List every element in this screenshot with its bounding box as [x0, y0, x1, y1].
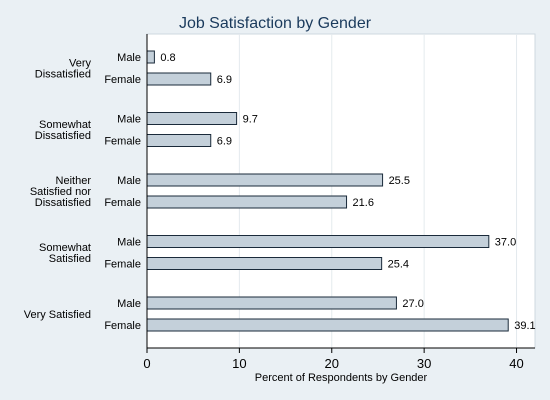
- x-tick-label: 10: [232, 356, 246, 371]
- bar: [146, 296, 397, 310]
- value-label: 21.6: [353, 197, 374, 209]
- x-axis: 0 10 20 30 40: [143, 34, 535, 371]
- value-label: 37.0: [495, 237, 516, 249]
- group-label: Very Satisfied: [24, 309, 91, 321]
- group-label: Very: [69, 58, 92, 70]
- value-label: 9.7: [243, 114, 258, 126]
- value-label: 0.8: [160, 52, 175, 64]
- bar-category-label: Male: [117, 298, 141, 310]
- group-label: Dissatisfied: [35, 197, 91, 209]
- group-label: Satisfied nor: [30, 186, 91, 198]
- group-label: Somewhat: [39, 119, 91, 131]
- bar: [146, 235, 490, 248]
- value-label: 6.9: [217, 136, 232, 148]
- group-label: Dissatisfied: [35, 69, 91, 81]
- value-label: 25.5: [389, 175, 410, 187]
- group-label: Neither: [56, 175, 92, 187]
- bar: [146, 134, 212, 147]
- bar: [146, 112, 238, 125]
- bars: [146, 50, 509, 332]
- plot-area: [146, 33, 536, 349]
- bar-category-label: Female: [104, 136, 141, 148]
- group-label: Somewhat: [39, 242, 91, 254]
- x-tick-label: 30: [417, 356, 431, 371]
- bar: [146, 195, 348, 209]
- bar-category-label: Female: [104, 74, 141, 86]
- bar: [146, 257, 383, 270]
- group-label: Satisfied: [49, 253, 91, 265]
- x-tick-label: 40: [509, 356, 523, 371]
- value-labels: 0.8 6.9 9.7 6.9 25.5 21.6 37.0 25.4 27.0 39.1: [160, 52, 535, 332]
- bar: [146, 50, 155, 64]
- bar-category-label: Male: [117, 114, 141, 126]
- bar-category-label: Male: [117, 175, 141, 187]
- bar: [146, 72, 212, 86]
- chart-title: Job Satisfaction by Gender: [179, 15, 372, 32]
- group-labels: VeryDissatisfiedSomewhatDissatisfiedNeit…: [24, 58, 92, 322]
- bar-category-labels: Male Female Male Female Male Female Male Female…: [104, 52, 141, 332]
- bar: [146, 318, 509, 332]
- bar-category-label: Female: [104, 320, 141, 332]
- bar-category-label: Male: [117, 237, 141, 249]
- group-label: Dissatisfied: [35, 130, 91, 142]
- x-axis-label: Percent of Respondents by Gender: [255, 372, 428, 384]
- value-label: 27.0: [402, 298, 423, 310]
- value-label: 25.4: [388, 259, 409, 271]
- bar: [146, 173, 384, 187]
- bar-category-label: Male: [117, 52, 141, 64]
- value-label: 39.1: [514, 320, 535, 332]
- bar-category-label: Female: [104, 259, 141, 271]
- x-tick-label: 20: [325, 356, 339, 371]
- bar-category-label: Female: [104, 197, 141, 209]
- x-tick-label: 0: [143, 356, 150, 371]
- value-label: 6.9: [217, 74, 232, 86]
